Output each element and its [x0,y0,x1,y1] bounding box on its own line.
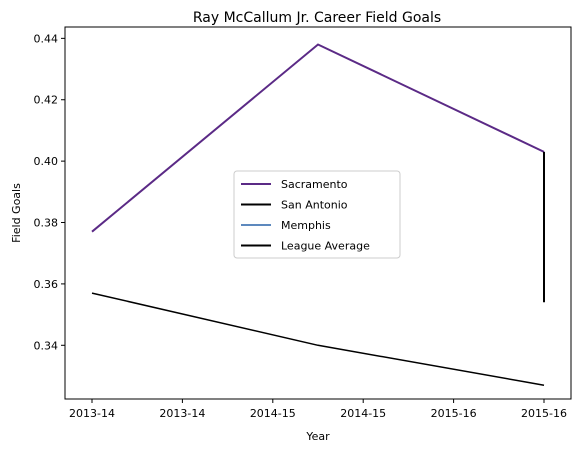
series-line-sacramento [91,43,545,233]
legend-items: Sacramento San Antonio Memphis League Avera… [241,178,370,253]
legend-label: League Average [281,240,370,253]
legend-box [233,170,401,259]
x-tick-label: 2014-15 [340,407,386,420]
y-tick-label: 0.36 [34,278,59,291]
x-tick-label: 2013-14 [159,407,205,420]
y-tick-label: 0.34 [34,339,59,352]
legend-label: Memphis [281,219,331,232]
x-tick-label: 2014-15 [250,407,296,420]
y-tick-label: 0.40 [34,155,59,168]
plot-area [64,26,572,400]
x-axis: 2013-14 2013-14 2014-15 2014-15 2015-16 2015-… [69,399,567,420]
y-axis-label: Field Goals [10,183,23,243]
series-layer [91,43,545,386]
x-tick-label: 2015-16 [521,407,567,420]
x-tick-label: 2013-14 [69,407,115,420]
legend-label: Sacramento [281,178,348,191]
y-axis: 0.34 0.36 0.38 0.40 0.42 0.44 [34,32,65,352]
series-line-league-average [91,292,545,386]
y-tick-label: 0.42 [34,94,59,107]
legend-label: San Antonio [281,199,348,212]
chart-title: Ray McCallum Jr. Career Field Goals [193,10,441,26]
x-axis-label: Year [305,430,330,443]
x-tick-label: 2015-16 [431,407,477,420]
y-tick-label: 0.44 [34,32,59,45]
legend: Sacramento San Antonio Memphis League Avera… [233,170,401,259]
y-tick-label: 0.38 [34,217,59,230]
